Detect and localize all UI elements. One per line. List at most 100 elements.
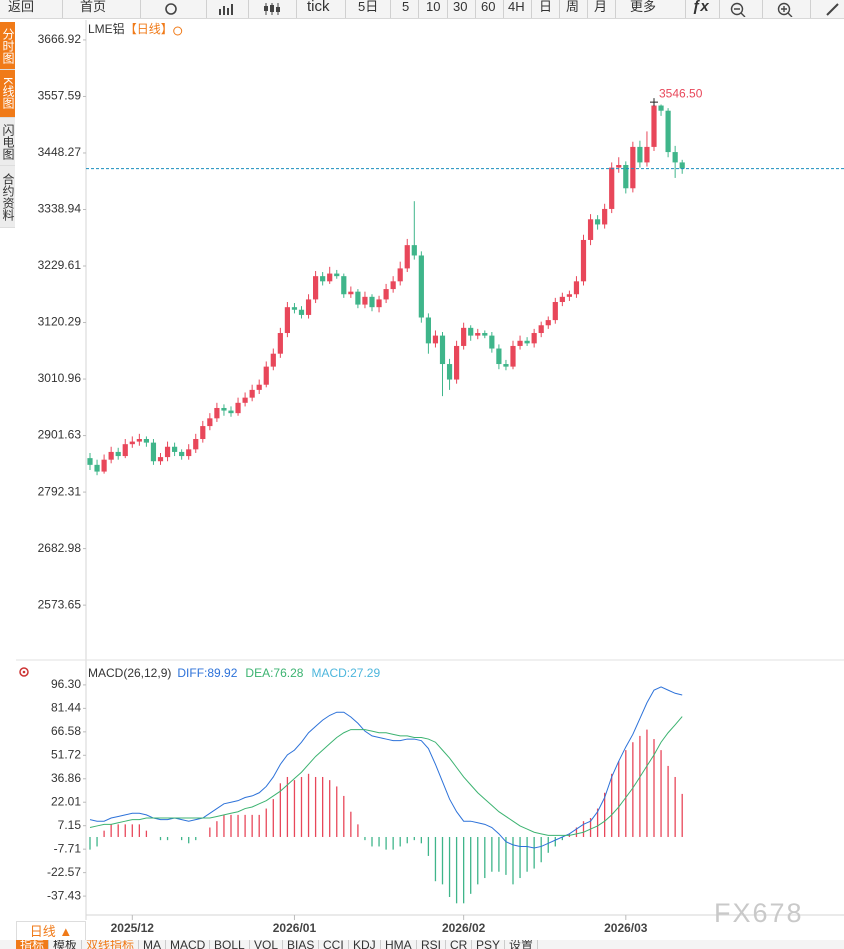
y-tick-label: 2573.65 xyxy=(38,597,82,611)
candle-body xyxy=(538,325,544,334)
candle-body xyxy=(108,451,114,460)
indicator-tab[interactable]: BIAS xyxy=(283,940,320,949)
candle-body xyxy=(665,110,671,153)
candle-body xyxy=(651,105,657,147)
formula-button[interactable]: ƒx xyxy=(692,0,709,15)
period-button[interactable]: 4H xyxy=(508,0,525,14)
candle-body xyxy=(559,296,565,303)
refresh-icon[interactable] xyxy=(163,2,179,16)
candle-body xyxy=(644,146,650,163)
y-tick-label: 3448.27 xyxy=(38,145,82,159)
candle-body xyxy=(143,439,149,443)
candle-body xyxy=(524,340,530,344)
indicator-tab[interactable]: CCI xyxy=(319,940,349,949)
settings-icon[interactable] xyxy=(19,667,29,677)
candle-body xyxy=(404,245,410,269)
indicator-tab[interactable]: 模板 xyxy=(49,940,83,949)
side-tab[interactable]: 合约资料 xyxy=(0,166,15,228)
candle-body xyxy=(383,289,389,300)
side-tab[interactable]: 闪电图 xyxy=(0,118,15,166)
candle-body xyxy=(496,348,502,365)
indicator-tab[interactable]: BOLL xyxy=(210,940,250,949)
indicator-tab[interactable]: 设置 xyxy=(505,940,539,949)
candle-body xyxy=(482,333,488,336)
period-tab[interactable]: 日线 ▲ xyxy=(16,921,86,942)
candle-body xyxy=(397,268,403,282)
period-button[interactable]: 10 xyxy=(426,0,441,14)
candle-body xyxy=(150,442,157,462)
y-tick-label: 3666.92 xyxy=(38,32,82,46)
zoom-in-icon[interactable] xyxy=(777,2,793,17)
y-tick-label: 7.15 xyxy=(58,818,82,832)
indicator-tab[interactable]: VOL xyxy=(250,940,284,949)
y-tick-label: 3338.94 xyxy=(38,202,82,216)
indicator-tab[interactable]: 双线指标 xyxy=(82,940,140,949)
indicator-tab[interactable]: HMA xyxy=(381,940,417,949)
collapse-icon[interactable] xyxy=(173,26,183,36)
candle-body xyxy=(595,219,601,225)
candle-body xyxy=(334,273,340,277)
y-tick-label: -7.71 xyxy=(54,841,82,855)
candle-body xyxy=(94,464,100,472)
y-tick-label: 2792.31 xyxy=(38,484,82,498)
candle-body xyxy=(461,327,467,346)
period-button[interactable]: 月 xyxy=(594,0,608,14)
candle-body xyxy=(510,345,516,367)
period-button[interactable]: 周 xyxy=(566,0,580,14)
side-tab[interactable]: 分时图 xyxy=(0,22,15,70)
indicator-tab[interactable]: KDJ xyxy=(349,940,381,949)
period-button[interactable]: 5 xyxy=(402,0,410,14)
home-button[interactable]: 首页 xyxy=(80,0,107,14)
indicator-title: MACD(26,12,9) xyxy=(88,666,171,680)
candle-body xyxy=(200,426,206,440)
y-tick-label: 3010.96 xyxy=(38,371,82,385)
indicator-tab[interactable]: RSI xyxy=(417,940,447,949)
y-tick-label: -22.57 xyxy=(47,865,81,879)
candle-body xyxy=(489,335,495,349)
legend-entry: MACD:27.29 xyxy=(311,666,380,680)
period-button[interactable]: 30 xyxy=(453,0,468,14)
candle-body xyxy=(228,410,234,414)
y-tick-label: 36.86 xyxy=(51,771,81,785)
candle-body xyxy=(369,296,375,308)
indicator-tab[interactable]: MACD xyxy=(166,940,211,949)
period-button[interactable]: 60 xyxy=(481,0,496,14)
more-button[interactable]: 更多 xyxy=(630,0,657,14)
candle-body xyxy=(623,164,629,189)
y-tick-label: 96.30 xyxy=(51,677,81,691)
candle-body xyxy=(390,281,396,290)
legend-entry: DIFF:89.92 xyxy=(177,666,237,680)
candle-body xyxy=(115,451,121,457)
y-tick-label: 3229.61 xyxy=(38,258,82,272)
candle-body xyxy=(129,441,135,445)
candle-body xyxy=(475,333,481,336)
indicator-tab[interactable]: PSY xyxy=(472,940,506,949)
back-button[interactable]: 返回 xyxy=(8,0,35,14)
period-button[interactable]: 5日 xyxy=(358,0,379,14)
candle-body xyxy=(186,449,192,457)
candle-body xyxy=(341,276,347,295)
high-marker xyxy=(650,98,658,107)
candle-body xyxy=(298,309,305,315)
candle-body xyxy=(503,364,509,367)
tick-button[interactable]: tick xyxy=(307,0,330,15)
indicator-tab[interactable]: 指标 xyxy=(16,940,50,949)
side-tab[interactable]: K线图 xyxy=(0,70,15,118)
indicator-tab[interactable]: CR xyxy=(446,940,473,949)
period-button[interactable]: 日 xyxy=(539,0,553,14)
candle-body xyxy=(284,307,290,334)
x-tick-label: 2026/03 xyxy=(604,921,648,935)
pen-icon[interactable] xyxy=(825,2,840,16)
chart-title: LME铝 xyxy=(88,21,125,36)
candle-icon[interactable] xyxy=(262,2,282,16)
chart-icon[interactable] xyxy=(218,2,236,16)
y-tick-label: 3557.59 xyxy=(38,89,82,103)
indicator-tab[interactable]: MA xyxy=(139,940,166,949)
candle-body xyxy=(207,418,213,427)
candle-body xyxy=(313,276,319,300)
candle-body xyxy=(517,340,523,346)
zoom-out-icon[interactable] xyxy=(730,2,746,17)
watermark: FX678 xyxy=(714,898,804,928)
candle-body xyxy=(172,446,178,452)
